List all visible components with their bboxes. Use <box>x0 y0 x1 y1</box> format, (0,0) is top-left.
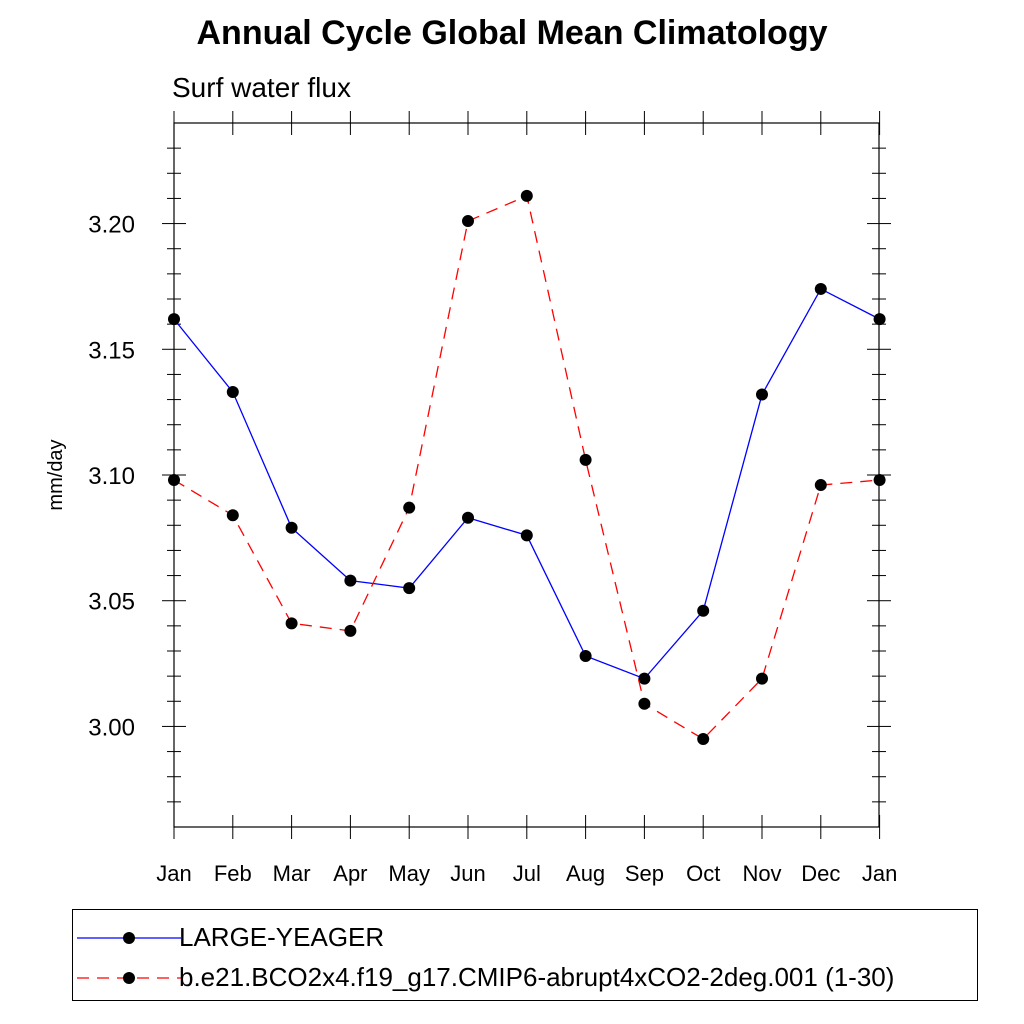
y-tick-label: 3.00 <box>88 714 135 741</box>
series-2-point <box>168 474 180 487</box>
series-2-point <box>520 189 533 202</box>
x-tick-label: Sep <box>625 861 664 886</box>
x-tick-label: May <box>388 861 430 886</box>
legend-label: b.e21.BCO2x4.f19_g17.CMIP6-abrupt4xCO2-2… <box>179 962 895 992</box>
series-1-point <box>344 574 357 587</box>
series-2-point <box>697 733 710 745</box>
plot-frame <box>173 122 880 828</box>
y-tick-label: 3.05 <box>88 589 135 616</box>
x-tick-label: Jul <box>513 861 541 886</box>
line-chart: Jan Feb Mar Apr May Jun Jul Aug Sep Oct Nov Dec Jan 3… <box>45 111 897 886</box>
series-2-point <box>873 474 886 487</box>
y-tick-label: 3.20 <box>88 212 135 239</box>
series-2-point <box>579 453 592 466</box>
y-axis-label: mm/day <box>45 439 67 510</box>
series-2-point <box>344 624 357 637</box>
series-1-point <box>285 521 298 534</box>
series-1-point <box>638 672 651 685</box>
series-line-2 <box>173 195 880 740</box>
chart-title: Annual Cycle Global Mean Climatology <box>196 14 828 52</box>
series-1-point <box>403 582 416 595</box>
series-2-point <box>814 479 827 492</box>
legend-item-large-yeager: LARGE-YEAGER <box>73 918 977 958</box>
series-1-point <box>520 529 533 542</box>
series-2-point <box>285 617 298 630</box>
x-tick-label: Feb <box>214 861 252 886</box>
series-2-point <box>403 501 416 514</box>
series-line-1 <box>173 288 880 680</box>
chart-subtitle: Surf water flux <box>172 72 351 103</box>
legend-swatch-solid-blue <box>77 932 181 944</box>
series-2-point <box>638 697 651 710</box>
legend-swatch-dashed-red <box>77 972 181 984</box>
series-1-point <box>462 511 474 524</box>
series-1-point <box>756 388 768 401</box>
chart-legend: LARGE-YEAGER b.e21.BCO2x4.f19_g17.CMIP6-… <box>72 909 978 1001</box>
series-1-point <box>226 386 239 399</box>
x-tick-label: Oct <box>686 861 720 886</box>
series-2-point <box>226 509 239 522</box>
series-1-point <box>579 650 592 663</box>
series-1-point <box>814 282 827 295</box>
y-tick-label: 3.10 <box>88 463 135 490</box>
x-tick-label: Jan <box>862 861 897 886</box>
series-2-point <box>462 215 474 228</box>
x-tick-label: Jun <box>450 861 485 886</box>
x-tick-label: Mar <box>273 861 311 886</box>
x-tick-label: Apr <box>333 861 367 886</box>
series-2-point <box>756 672 768 685</box>
series-1-point <box>873 313 886 326</box>
legend-label: LARGE-YEAGER <box>179 922 385 952</box>
y-tick-label: 3.15 <box>88 337 135 364</box>
x-tick-label: Aug <box>566 861 605 886</box>
series-1-point <box>697 604 710 617</box>
legend-item-abrupt4xco2: b.e21.BCO2x4.f19_g17.CMIP6-abrupt4xCO2-2… <box>73 958 977 998</box>
x-tick-label: Dec <box>801 861 840 886</box>
x-tick-label: Nov <box>742 861 781 886</box>
series-1-point <box>168 313 180 326</box>
x-tick-label: Jan <box>156 861 191 886</box>
